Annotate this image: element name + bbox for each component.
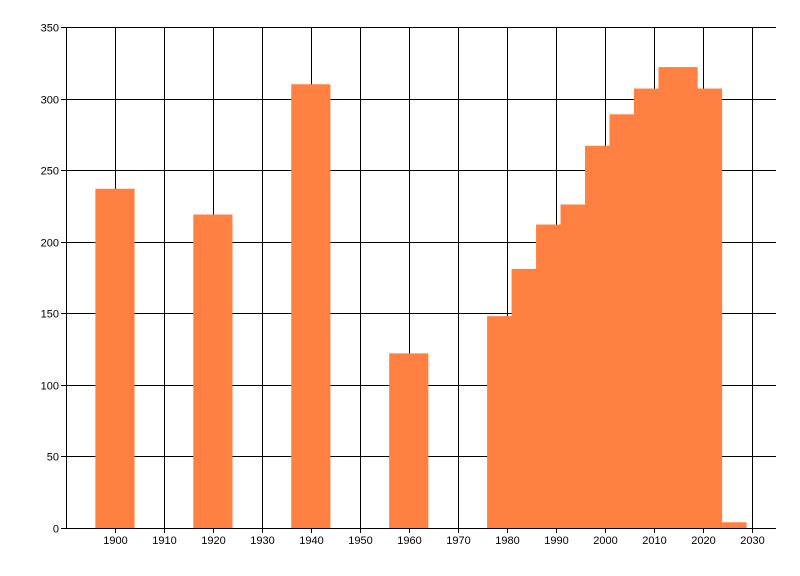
bar <box>682 88 723 529</box>
bars <box>95 67 747 529</box>
x-tick-labels: 1900 1910 1920 1930 1940 1950 1960 1970 1980 1990… <box>103 535 764 547</box>
y-tick-labels: 0 50 100 150 200 250 300 350 <box>41 23 59 536</box>
bar <box>707 522 747 528</box>
axes <box>61 27 776 533</box>
x-tick-label: 1980 <box>495 535 519 547</box>
x-tick-label: 1970 <box>446 535 470 547</box>
x-tick-label: 2000 <box>593 535 617 547</box>
x-tick-label: 1910 <box>152 535 176 547</box>
bar <box>193 214 233 528</box>
x-tick-label: 2030 <box>740 535 764 547</box>
y-tick-label: 150 <box>41 309 59 321</box>
y-tick-label: 250 <box>41 166 59 178</box>
x-tick-label: 1940 <box>299 535 323 547</box>
x-tick-label: 2010 <box>642 535 666 547</box>
y-tick-label: 100 <box>41 381 59 393</box>
x-tick-label: 1990 <box>544 535 568 547</box>
x-tick-label: 1950 <box>348 535 372 547</box>
bar <box>291 84 331 528</box>
y-tick-label: 0 <box>53 524 59 536</box>
y-tick-label: 350 <box>41 23 59 35</box>
bar <box>389 353 429 528</box>
y-tick-label: 300 <box>41 95 59 107</box>
x-tick-label: 2020 <box>691 535 715 547</box>
x-tick-label: 1900 <box>103 535 127 547</box>
x-tick-label: 1920 <box>201 535 225 547</box>
y-tick-label: 50 <box>47 452 59 464</box>
bar <box>95 188 135 528</box>
x-tick-label: 1930 <box>250 535 274 547</box>
y-tick-label: 200 <box>41 238 59 250</box>
x-tick-label: 1960 <box>397 535 421 547</box>
